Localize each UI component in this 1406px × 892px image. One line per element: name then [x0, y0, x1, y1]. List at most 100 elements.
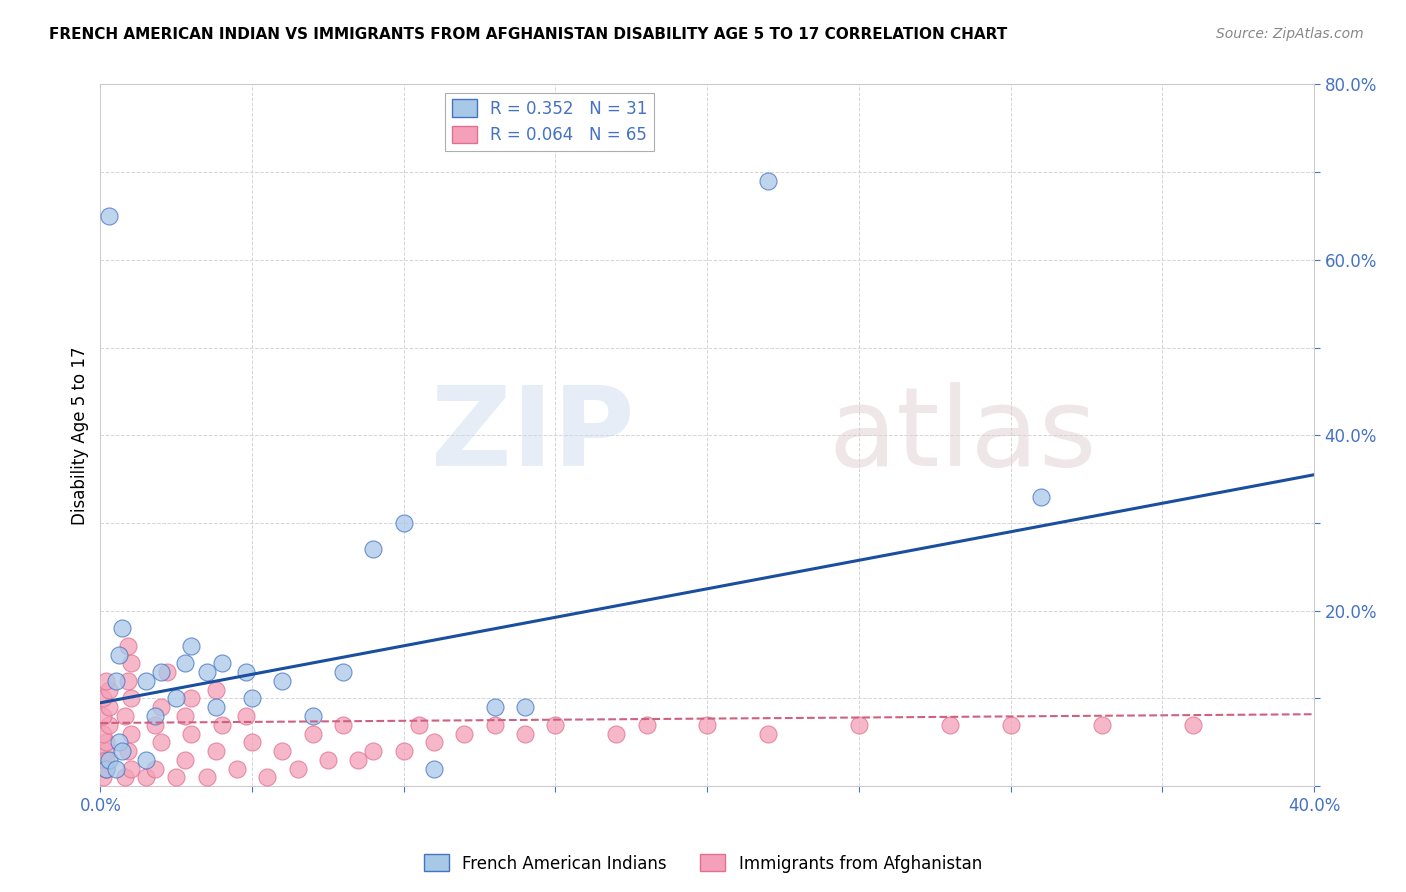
- Text: Source: ZipAtlas.com: Source: ZipAtlas.com: [1216, 27, 1364, 41]
- Point: [392, 744, 415, 758]
- Point: [332, 717, 354, 731]
- Point: [150, 665, 173, 679]
- Point: [1029, 490, 1052, 504]
- Point: [117, 673, 139, 688]
- Point: [120, 726, 142, 740]
- Point: [120, 691, 142, 706]
- Point: [104, 762, 127, 776]
- Point: [363, 744, 385, 758]
- Point: [120, 657, 142, 671]
- Y-axis label: Disability Age 5 to 17: Disability Age 5 to 17: [72, 346, 89, 524]
- Point: [98, 209, 121, 223]
- Point: [93, 726, 115, 740]
- Point: [150, 700, 173, 714]
- Point: [180, 691, 202, 706]
- Point: [211, 717, 233, 731]
- Point: [98, 682, 121, 697]
- Point: [605, 726, 627, 740]
- Point: [513, 726, 536, 740]
- Point: [301, 726, 323, 740]
- Point: [195, 665, 218, 679]
- Point: [135, 770, 157, 784]
- Point: [204, 744, 226, 758]
- Point: [135, 673, 157, 688]
- Point: [98, 700, 121, 714]
- Point: [110, 744, 132, 758]
- Point: [96, 735, 118, 749]
- Point: [1091, 717, 1114, 731]
- Point: [756, 174, 779, 188]
- Point: [204, 700, 226, 714]
- Point: [484, 700, 506, 714]
- Point: [225, 762, 247, 776]
- Point: [93, 709, 115, 723]
- Point: [1181, 717, 1204, 731]
- Point: [165, 770, 187, 784]
- Point: [211, 657, 233, 671]
- Point: [513, 700, 536, 714]
- Text: FRENCH AMERICAN INDIAN VS IMMIGRANTS FROM AFGHANISTAN DISABILITY AGE 5 TO 17 COR: FRENCH AMERICAN INDIAN VS IMMIGRANTS FRO…: [49, 27, 1008, 42]
- Point: [98, 753, 121, 767]
- Point: [104, 673, 127, 688]
- Point: [174, 709, 197, 723]
- Point: [110, 621, 132, 635]
- Point: [271, 744, 294, 758]
- Point: [96, 762, 118, 776]
- Point: [143, 762, 166, 776]
- Point: [96, 762, 118, 776]
- Text: atlas: atlas: [828, 382, 1097, 489]
- Point: [316, 753, 339, 767]
- Point: [204, 682, 226, 697]
- Point: [256, 770, 278, 784]
- Point: [98, 717, 121, 731]
- Point: [301, 709, 323, 723]
- Point: [180, 726, 202, 740]
- Point: [165, 691, 187, 706]
- Point: [332, 665, 354, 679]
- Point: [347, 753, 370, 767]
- Point: [287, 762, 309, 776]
- Point: [392, 516, 415, 530]
- Point: [93, 770, 115, 784]
- Point: [423, 762, 446, 776]
- Point: [120, 762, 142, 776]
- Point: [235, 665, 257, 679]
- Point: [271, 673, 294, 688]
- Point: [235, 709, 257, 723]
- Point: [484, 717, 506, 731]
- Point: [180, 639, 202, 653]
- Point: [848, 717, 870, 731]
- Point: [544, 717, 567, 731]
- Point: [363, 542, 385, 557]
- Point: [240, 691, 263, 706]
- Point: [135, 753, 157, 767]
- Point: [756, 726, 779, 740]
- Point: [174, 657, 197, 671]
- Point: [423, 735, 446, 749]
- Point: [408, 717, 430, 731]
- Point: [96, 753, 118, 767]
- Point: [93, 691, 115, 706]
- Point: [114, 770, 136, 784]
- Point: [195, 770, 218, 784]
- Point: [117, 744, 139, 758]
- Point: [114, 709, 136, 723]
- Point: [150, 735, 173, 749]
- Point: [96, 744, 118, 758]
- Point: [156, 665, 179, 679]
- Point: [107, 648, 129, 662]
- Point: [636, 717, 658, 731]
- Point: [696, 717, 718, 731]
- Text: ZIP: ZIP: [432, 382, 634, 489]
- Point: [96, 673, 118, 688]
- Point: [143, 717, 166, 731]
- Point: [240, 735, 263, 749]
- Point: [107, 735, 129, 749]
- Point: [143, 709, 166, 723]
- Point: [117, 639, 139, 653]
- Point: [96, 762, 118, 776]
- Point: [453, 726, 475, 740]
- Point: [174, 753, 197, 767]
- Legend: French American Indians, Immigrants from Afghanistan: French American Indians, Immigrants from…: [418, 847, 988, 880]
- Legend: R = 0.352   N = 31, R = 0.064   N = 65: R = 0.352 N = 31, R = 0.064 N = 65: [444, 93, 654, 151]
